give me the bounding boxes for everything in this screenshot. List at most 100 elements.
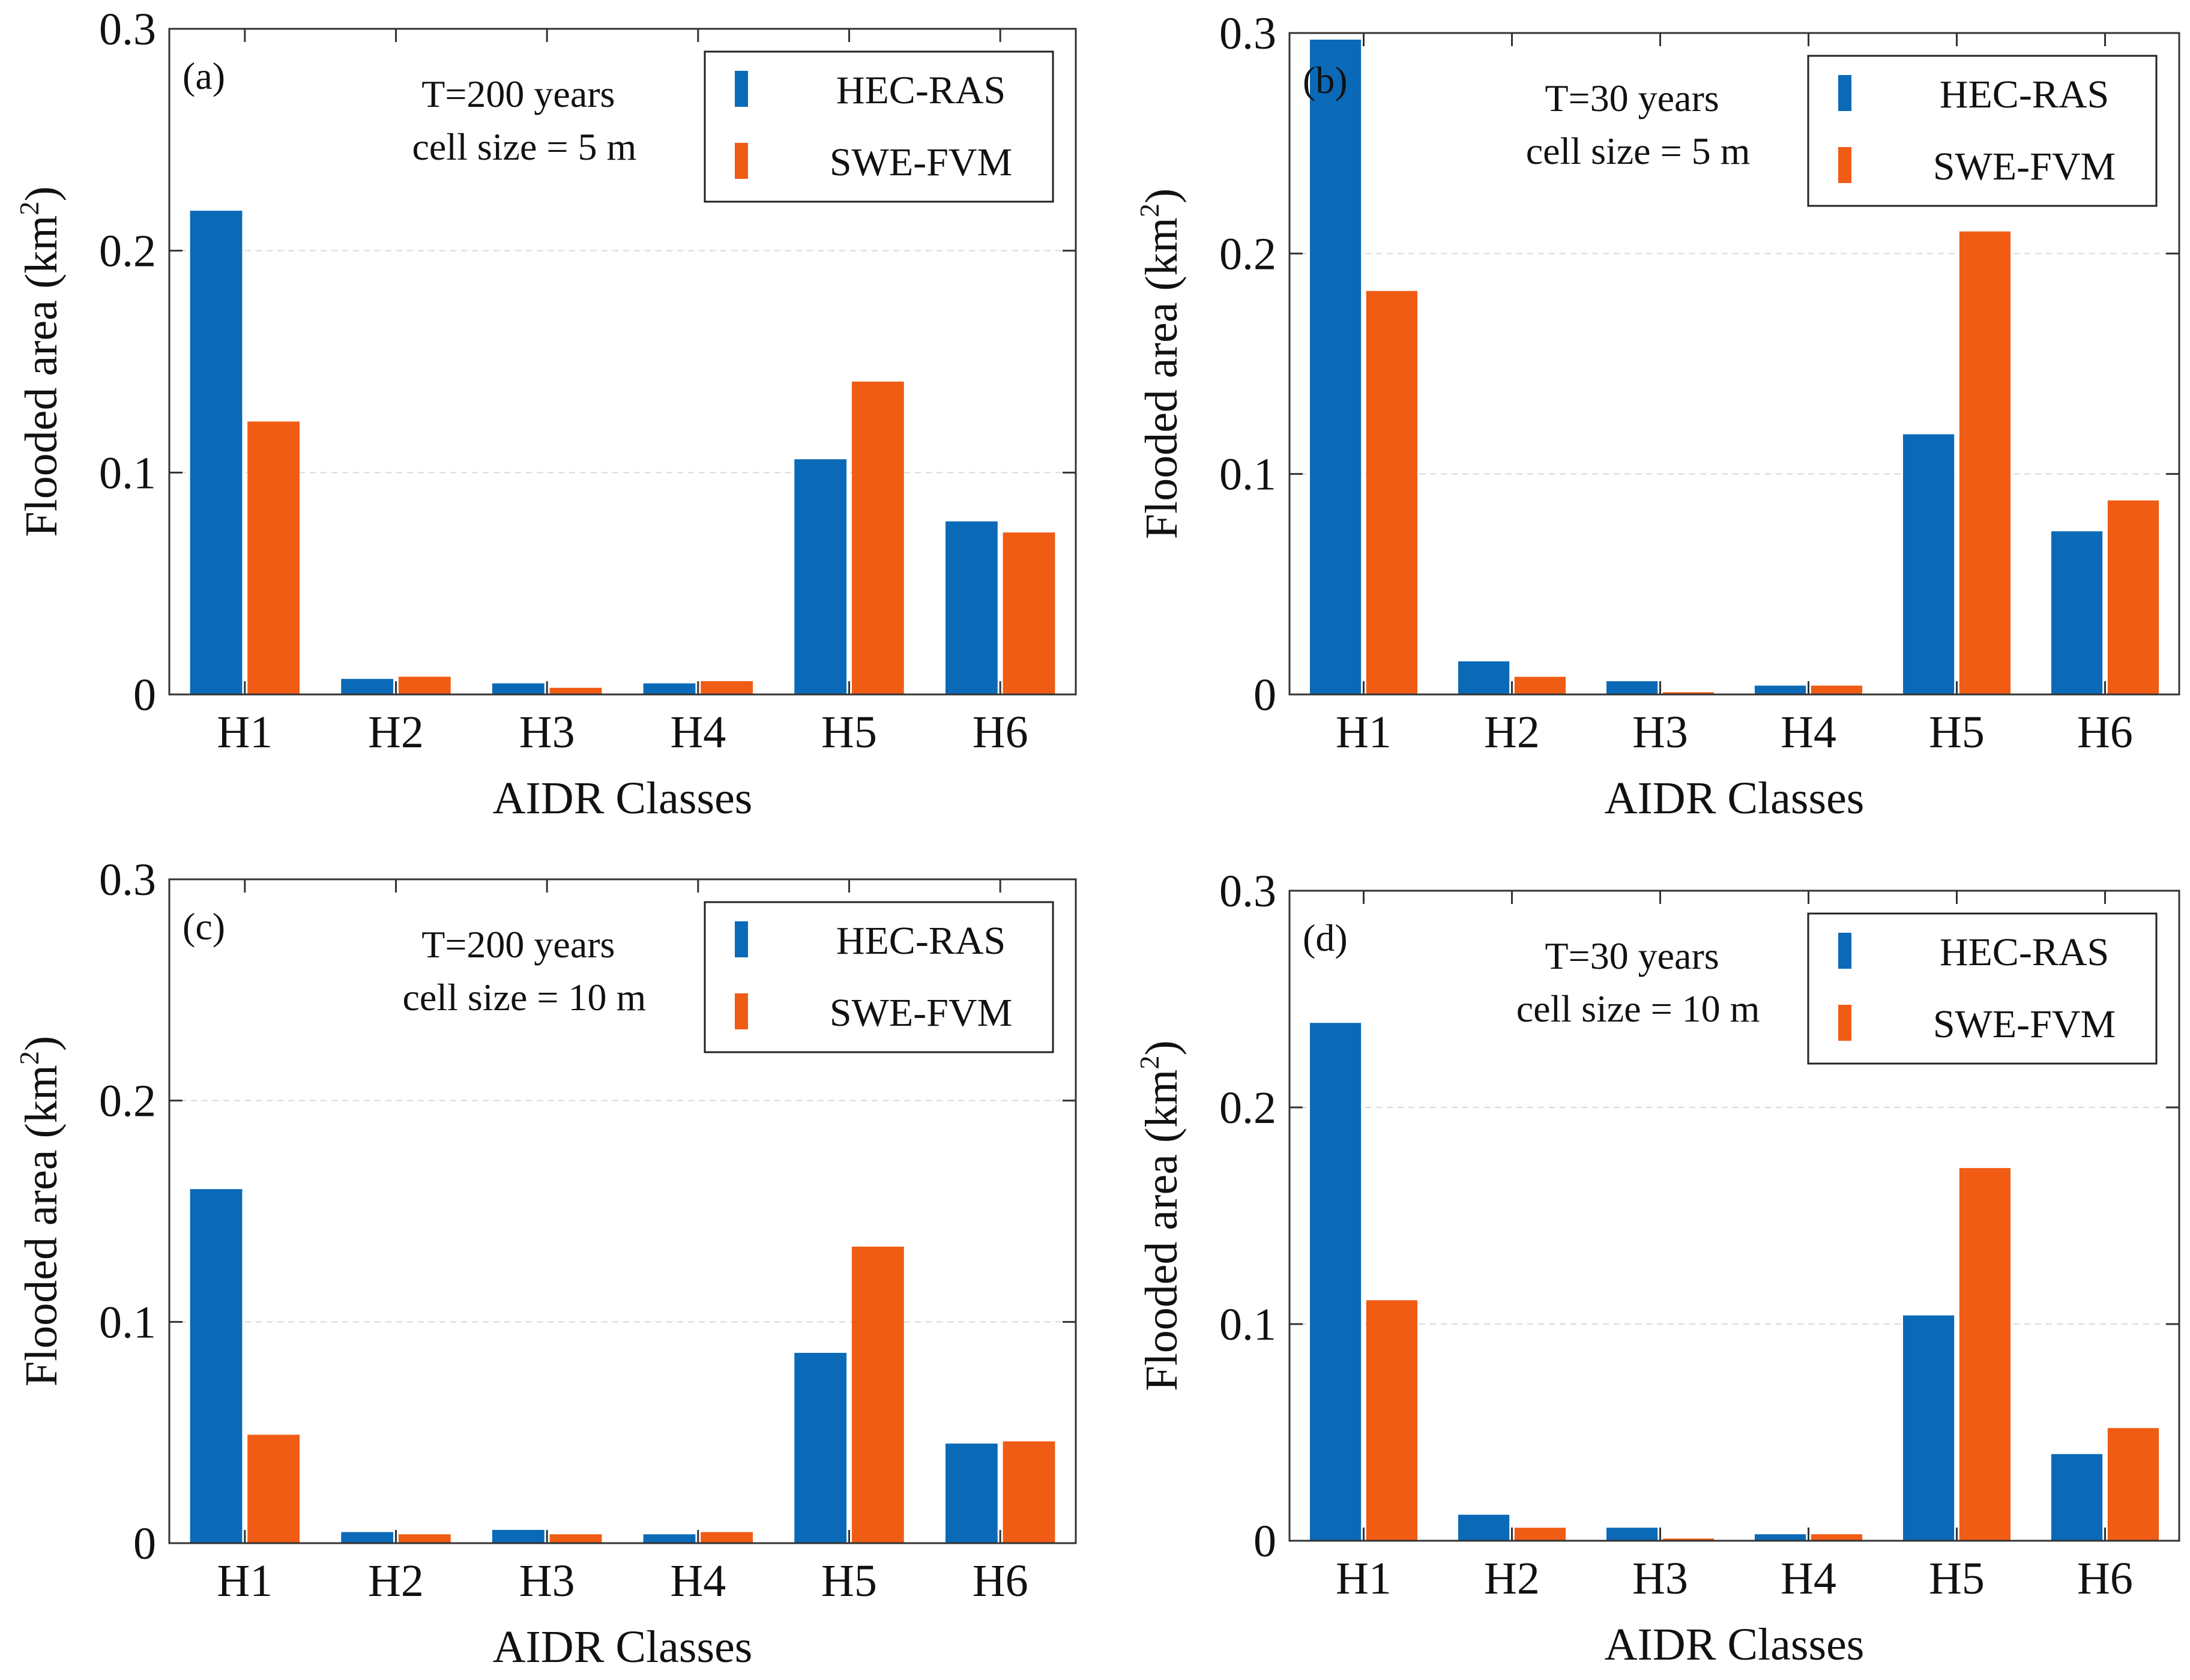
x-axis-title: AIDR Classes [1605,773,1865,823]
annotation-line-2: cell size = 5 m [412,125,636,168]
bar-hec-ras-h3 [1606,681,1658,694]
y-axis-title-sup: 2 [1134,1056,1165,1070]
y-axis-title-sup: 2 [14,1051,44,1065]
x-tick-label: H5 [1929,707,1985,757]
y-axis-title: Flooded area (km2) [14,186,67,537]
bar-swe-fvm-h4 [1811,1534,1863,1541]
y-axis-title-main: Flooded area (km [1136,1070,1187,1391]
x-tick-label: H4 [1781,1553,1836,1604]
y-axis-title-main: Flooded area (km [1136,217,1187,539]
bar-swe-fvm-h3 [1662,692,1715,694]
x-tick-label: H2 [1484,707,1540,757]
x-tick-label: H3 [519,1556,575,1606]
legend-swatch-swe-fvm [1838,147,1851,183]
bar-hec-ras-h1 [1309,1023,1362,1541]
y-tick-label: 0.2 [1219,1083,1276,1133]
bar-swe-fvm-h2 [398,676,451,694]
bar-swe-fvm-h5 [851,1246,904,1543]
x-tick-label: H2 [368,1556,424,1606]
y-tick-label: 0.2 [1219,229,1276,279]
x-axis-title: AIDR Classes [493,773,753,823]
bar-swe-fvm-h3 [1662,1538,1715,1541]
legend: HEC-RAS SWE-FVM [1807,912,2158,1065]
bar-swe-fvm-h1 [247,1435,300,1543]
bar-swe-fvm-h6 [1003,532,1055,694]
bar-hec-ras-h1 [1309,40,1362,694]
x-axis-title: AIDR Classes [493,1622,753,1672]
bar-hec-ras-h5 [794,1352,847,1543]
legend: HEC-RAS SWE-FVM [704,901,1054,1053]
y-tick-label: 0.1 [99,448,156,498]
bar-hec-ras-h6 [2051,1454,2103,1541]
bar-swe-fvm-h5 [1959,1168,2011,1541]
x-tick-label: H3 [1632,707,1688,757]
bar-hec-ras-h6 [2051,531,2103,694]
legend-swatch-hec-ras [1838,933,1851,969]
legend-swatch-swe-fvm [735,143,748,179]
annotation-line-1: T=30 years [1545,77,1719,119]
x-tick-label: H6 [2077,1553,2133,1604]
bar-swe-fvm-h1 [1366,291,1418,694]
x-axis-title: AIDR Classes [1605,1619,1865,1670]
y-tick-label: 0.2 [99,1076,156,1127]
y-tick-label: 0.1 [1219,1299,1276,1350]
y-axis-title-end: ) [1136,188,1187,203]
bar-hec-ras-h2 [1458,1514,1510,1541]
legend-label-hec-ras: HEC-RAS [836,68,1006,112]
bar-swe-fvm-h6 [2107,1428,2159,1541]
legend-box [704,901,1054,1053]
bar-hec-ras-h4 [643,1534,696,1543]
bar-hec-ras-h3 [1606,1528,1658,1541]
legend-label-swe-fvm: SWE-FVM [830,991,1012,1035]
bar-hec-ras-h3 [492,1529,544,1543]
bar-swe-fvm-h2 [398,1534,451,1543]
legend: HEC-RAS SWE-FVM [704,50,1054,203]
bar-swe-fvm-h5 [851,381,904,694]
y-axis-title-sup: 2 [1134,203,1165,217]
bar-swe-fvm-h2 [1514,676,1566,694]
y-axis-title-end: ) [16,186,67,201]
bar-hec-ras-h6 [945,1444,998,1543]
y-tick-label: 0 [1253,1516,1276,1567]
bar-swe-fvm-h3 [549,1534,602,1543]
plot-area [1288,890,2180,1542]
y-axis-title-sup: 2 [14,202,44,215]
y-tick-label: 0.1 [99,1297,156,1347]
panel-label: (d) [1303,917,1348,959]
x-tick-label: H1 [1336,707,1392,757]
bar-swe-fvm-h2 [1514,1528,1566,1541]
y-tick-label: 0.3 [99,855,156,905]
y-axis-title: Flooded area (km2) [14,1036,67,1386]
x-tick-label: H6 [973,707,1028,757]
bar-hec-ras-h5 [1902,1315,1955,1541]
x-tick-label: H2 [1484,1553,1540,1604]
bar-swe-fvm-h5 [1959,231,2011,695]
chart-panel-2: 0 0.1 0.2 0.3 H1 H2 H3 H4 H5 H6 AIDR Classes Floode… [1134,8,2180,823]
legend-label-swe-fvm: SWE-FVM [830,140,1012,184]
x-tick-label: H6 [973,1556,1028,1606]
annotation-line-2: cell size = 10 m [402,976,646,1019]
annotation-line-1: T=200 years [421,73,615,115]
bar-swe-fvm-h4 [701,681,753,694]
legend-swatch-hec-ras [1838,75,1851,111]
x-tick-label: H1 [217,707,273,757]
legend-swatch-swe-fvm [735,993,748,1029]
plot-area [168,878,1077,1544]
legend-label-hec-ras: HEC-RAS [836,919,1006,963]
legend-box [1807,912,2158,1065]
x-tick-label: H1 [217,1556,273,1606]
x-tick-label: H4 [670,707,726,757]
x-tick-label: H2 [368,707,424,757]
bar-hec-ras-h5 [794,459,847,694]
y-axis-title-main: Flooded area (km [16,1065,67,1386]
legend-label-swe-fvm: SWE-FVM [1933,145,2116,188]
legend: HEC-RAS SWE-FVM [1807,55,2158,207]
y-axis-title: Flooded area (km2) [1134,188,1187,539]
legend-label-hec-ras: HEC-RAS [1940,930,2109,974]
annotation-line-1: T=30 years [1545,935,1719,977]
panel-label: (a) [182,55,225,97]
y-axis-title-end: ) [16,1036,67,1051]
legend-box [1807,55,2158,207]
chart-panel-4: 0 0.1 0.2 0.3 H1 H2 H3 H4 H5 H6 AIDR Classes Floode… [1134,866,2180,1670]
